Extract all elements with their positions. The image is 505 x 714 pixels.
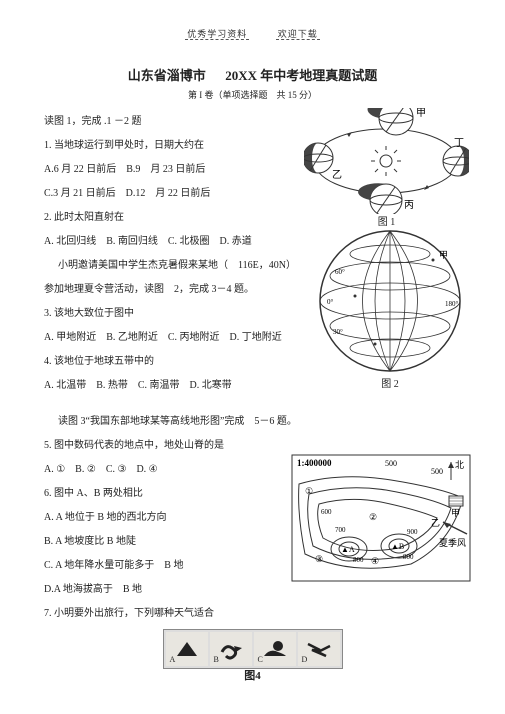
figure-4-label: 图4 bbox=[44, 669, 461, 684]
header-right: 欢迎下载 bbox=[276, 29, 320, 40]
svg-text:甲: 甲 bbox=[451, 508, 460, 518]
svg-text:500: 500 bbox=[431, 467, 443, 476]
header-left: 优秀学习资料 bbox=[185, 29, 249, 40]
char-yi: 乙 bbox=[332, 169, 342, 181]
svg-text:乙: 乙 bbox=[431, 518, 440, 528]
weather-tile-c: C bbox=[254, 632, 296, 666]
weather-tiles: A B C D bbox=[163, 629, 343, 669]
svg-text:500: 500 bbox=[385, 459, 397, 468]
svg-text:0°: 0° bbox=[327, 298, 334, 306]
svg-text:③: ③ bbox=[315, 554, 323, 564]
figure-3: 1:400000 北 500 500 ① ② ③ ④ ▲A 800 ▲B 800 bbox=[291, 454, 471, 582]
figure-2: 甲 60° 0° 30° 180° 图 2 bbox=[315, 226, 465, 392]
q7: 7. 小明要外出旅行，下列哪种天气适合 bbox=[44, 607, 461, 621]
svg-text:30°: 30° bbox=[333, 328, 343, 336]
figure-1: 甲 乙 丙 丁 图 1 bbox=[304, 108, 469, 230]
subtitle: 第 I 卷（单项选择题 共 15 分） bbox=[44, 89, 461, 102]
char-jia: 甲 bbox=[416, 108, 426, 119]
figure-2-label: 图 2 bbox=[315, 378, 465, 392]
scale-text: 1:400000 bbox=[297, 458, 332, 468]
svg-text:②: ② bbox=[369, 512, 377, 522]
weather-tile-b: B bbox=[210, 632, 252, 666]
main-title: 山东省淄博市 20XX 年中考地理真题试题 bbox=[44, 67, 461, 85]
svg-text:甲: 甲 bbox=[439, 250, 448, 260]
page-header: 优秀学习资料 欢迎下载 bbox=[44, 28, 461, 41]
q6-d: D.A 地海拔高于 B 地 bbox=[44, 583, 461, 597]
svg-text:600: 600 bbox=[321, 508, 332, 516]
svg-text:①: ① bbox=[305, 486, 313, 496]
svg-text:北: 北 bbox=[455, 460, 464, 470]
char-ding: 丁 bbox=[454, 138, 464, 149]
svg-text:夏季风: 夏季风 bbox=[439, 537, 466, 548]
char-bing: 丙 bbox=[404, 200, 414, 211]
q5: 5. 图中数码代表的地点中，地处山脊的是 bbox=[44, 439, 461, 453]
svg-text:60°: 60° bbox=[335, 268, 345, 276]
svg-text:900: 900 bbox=[407, 528, 418, 536]
svg-text:▲B: ▲B bbox=[391, 542, 404, 551]
weather-tile-d: D bbox=[298, 632, 340, 666]
svg-text:180°: 180° bbox=[445, 300, 459, 308]
svg-text:④: ④ bbox=[371, 556, 379, 566]
svg-text:700: 700 bbox=[335, 526, 346, 534]
weather-tile-a: A bbox=[166, 632, 208, 666]
q56-intro: 读图 3“我国东部地球某等高线地形图”完成 5－6 题。 bbox=[44, 415, 461, 429]
svg-text:800: 800 bbox=[403, 553, 414, 561]
figure-4: A B C D 图4 bbox=[44, 629, 461, 684]
svg-text:800: 800 bbox=[353, 556, 364, 564]
svg-text:▲A: ▲A bbox=[341, 545, 355, 554]
